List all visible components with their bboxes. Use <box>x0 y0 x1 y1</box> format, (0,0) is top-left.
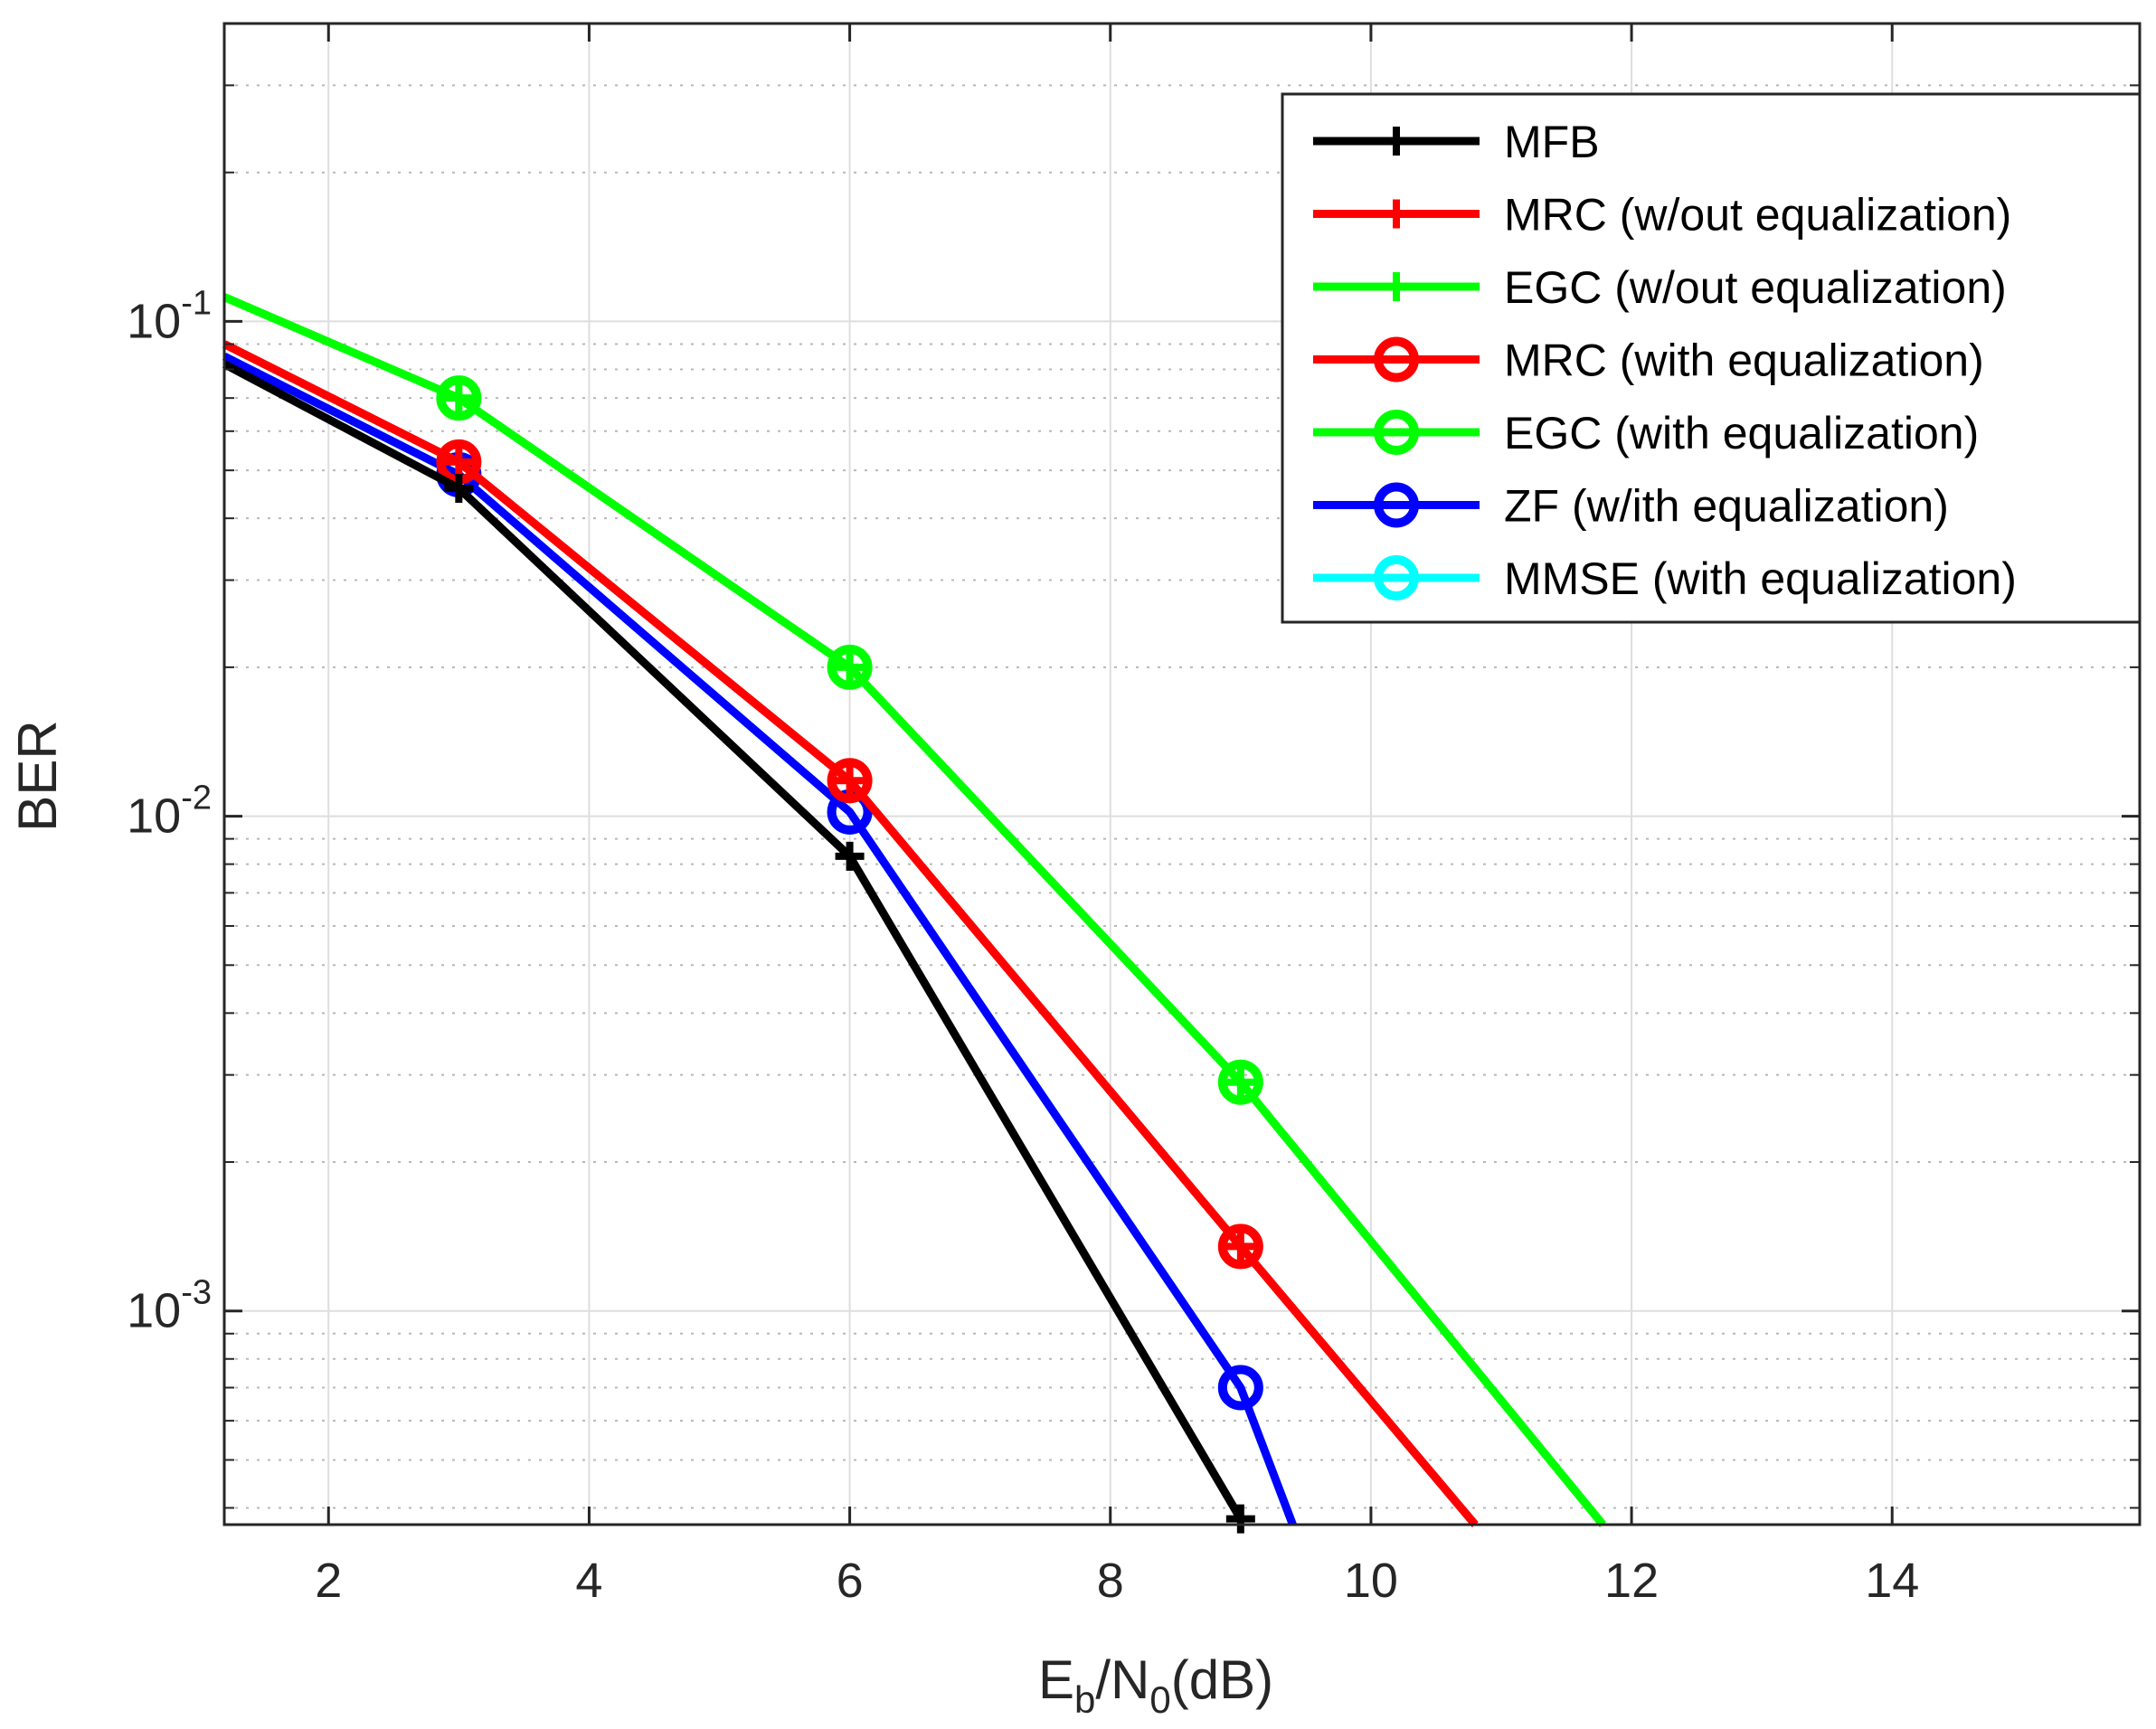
plus-marker <box>1382 127 1411 156</box>
y-tick-label: 10-2 <box>127 779 212 844</box>
plus-marker <box>1225 1067 1255 1097</box>
x-tick-label: 2 <box>315 1554 342 1608</box>
series-mfb <box>222 360 1255 1534</box>
x-tick-label: 6 <box>837 1554 864 1608</box>
series-layer <box>222 293 1606 1534</box>
legend-item-mmse-with-equalization: MMSE (with equalization) <box>1313 553 2017 604</box>
legend-label: MMSE (with equalization) <box>1504 553 2017 604</box>
circle-marker <box>1217 1365 1263 1411</box>
circle-marker <box>827 758 873 804</box>
legend-label: MRC (with equalization) <box>1504 335 1984 386</box>
circle-marker <box>1374 410 1419 455</box>
plus-marker <box>1382 199 1411 229</box>
series-line <box>222 360 1244 1521</box>
plus-marker <box>835 841 865 871</box>
legend-label: MRC (w/out equalization) <box>1504 190 2011 241</box>
legend: MFB MRC (w/out equalization) EGC (w/out eq… <box>1281 92 2142 624</box>
y-axis-label: BER <box>7 720 68 831</box>
plus-marker <box>1225 1504 1255 1534</box>
x-label-n: /N <box>1095 1649 1149 1710</box>
x-label-db: (dB) <box>1171 1649 1273 1710</box>
x-label-e: E <box>1038 1649 1074 1710</box>
plus-marker <box>444 447 474 477</box>
plus-marker <box>1382 272 1411 301</box>
circle-marker <box>436 375 482 421</box>
axes-box <box>222 22 2142 1526</box>
circle-marker <box>1217 1224 1263 1270</box>
circle-marker <box>1374 336 1419 383</box>
x-label-sub-0: 0 <box>1149 1678 1170 1721</box>
legend-label: EGC (w/out equalization) <box>1504 262 2007 313</box>
plus-marker <box>835 652 865 682</box>
plus-marker <box>444 383 474 413</box>
legend-label: EGC (with equalization) <box>1504 408 1979 458</box>
x-axis-label: Eb/N0(dB) <box>1038 1649 1273 1721</box>
circle-marker <box>1374 555 1419 600</box>
y-tick-label: 10-3 <box>127 1274 212 1338</box>
x-tick-label: 10 <box>1344 1554 1398 1608</box>
legend-item-mrc-w-out-equalization: MRC (w/out equalization) <box>1313 190 2011 241</box>
x-label-sub-b: b <box>1074 1678 1095 1721</box>
circle-marker <box>827 644 873 690</box>
legend-item-mrc-with-equalization: MRC (with equalization) <box>1313 335 1984 386</box>
x-tick-label: 14 <box>1865 1554 1919 1608</box>
legend-item-egc-with-equalization: EGC (with equalization) <box>1313 408 1979 458</box>
legend-item-egc-w-out-equalization: EGC (w/out equalization) <box>1313 262 2007 313</box>
series-line <box>222 353 1297 1526</box>
y-tick-label: 10-1 <box>127 284 212 348</box>
legend-item-mfb: MFB <box>1313 117 1600 167</box>
circle-marker <box>1374 482 1419 528</box>
plus-marker <box>444 473 474 503</box>
series-mrc-w-out-equalization <box>222 340 1479 1527</box>
legend-label: ZF (w/ith equalization) <box>1504 481 1949 532</box>
series-egc-w-out-equalization <box>222 293 1606 1527</box>
legend-item-zf-w-ith-equalization: ZF (w/ith equalization) <box>1313 481 1949 532</box>
x-tick-label: 4 <box>575 1554 602 1608</box>
x-tick-label: 12 <box>1604 1554 1659 1608</box>
circle-marker <box>1217 1059 1263 1105</box>
x-tick-label: 8 <box>1097 1554 1124 1608</box>
plus-marker <box>835 766 865 796</box>
plus-marker <box>1225 1232 1255 1261</box>
legend-label: MFB <box>1504 117 1600 167</box>
